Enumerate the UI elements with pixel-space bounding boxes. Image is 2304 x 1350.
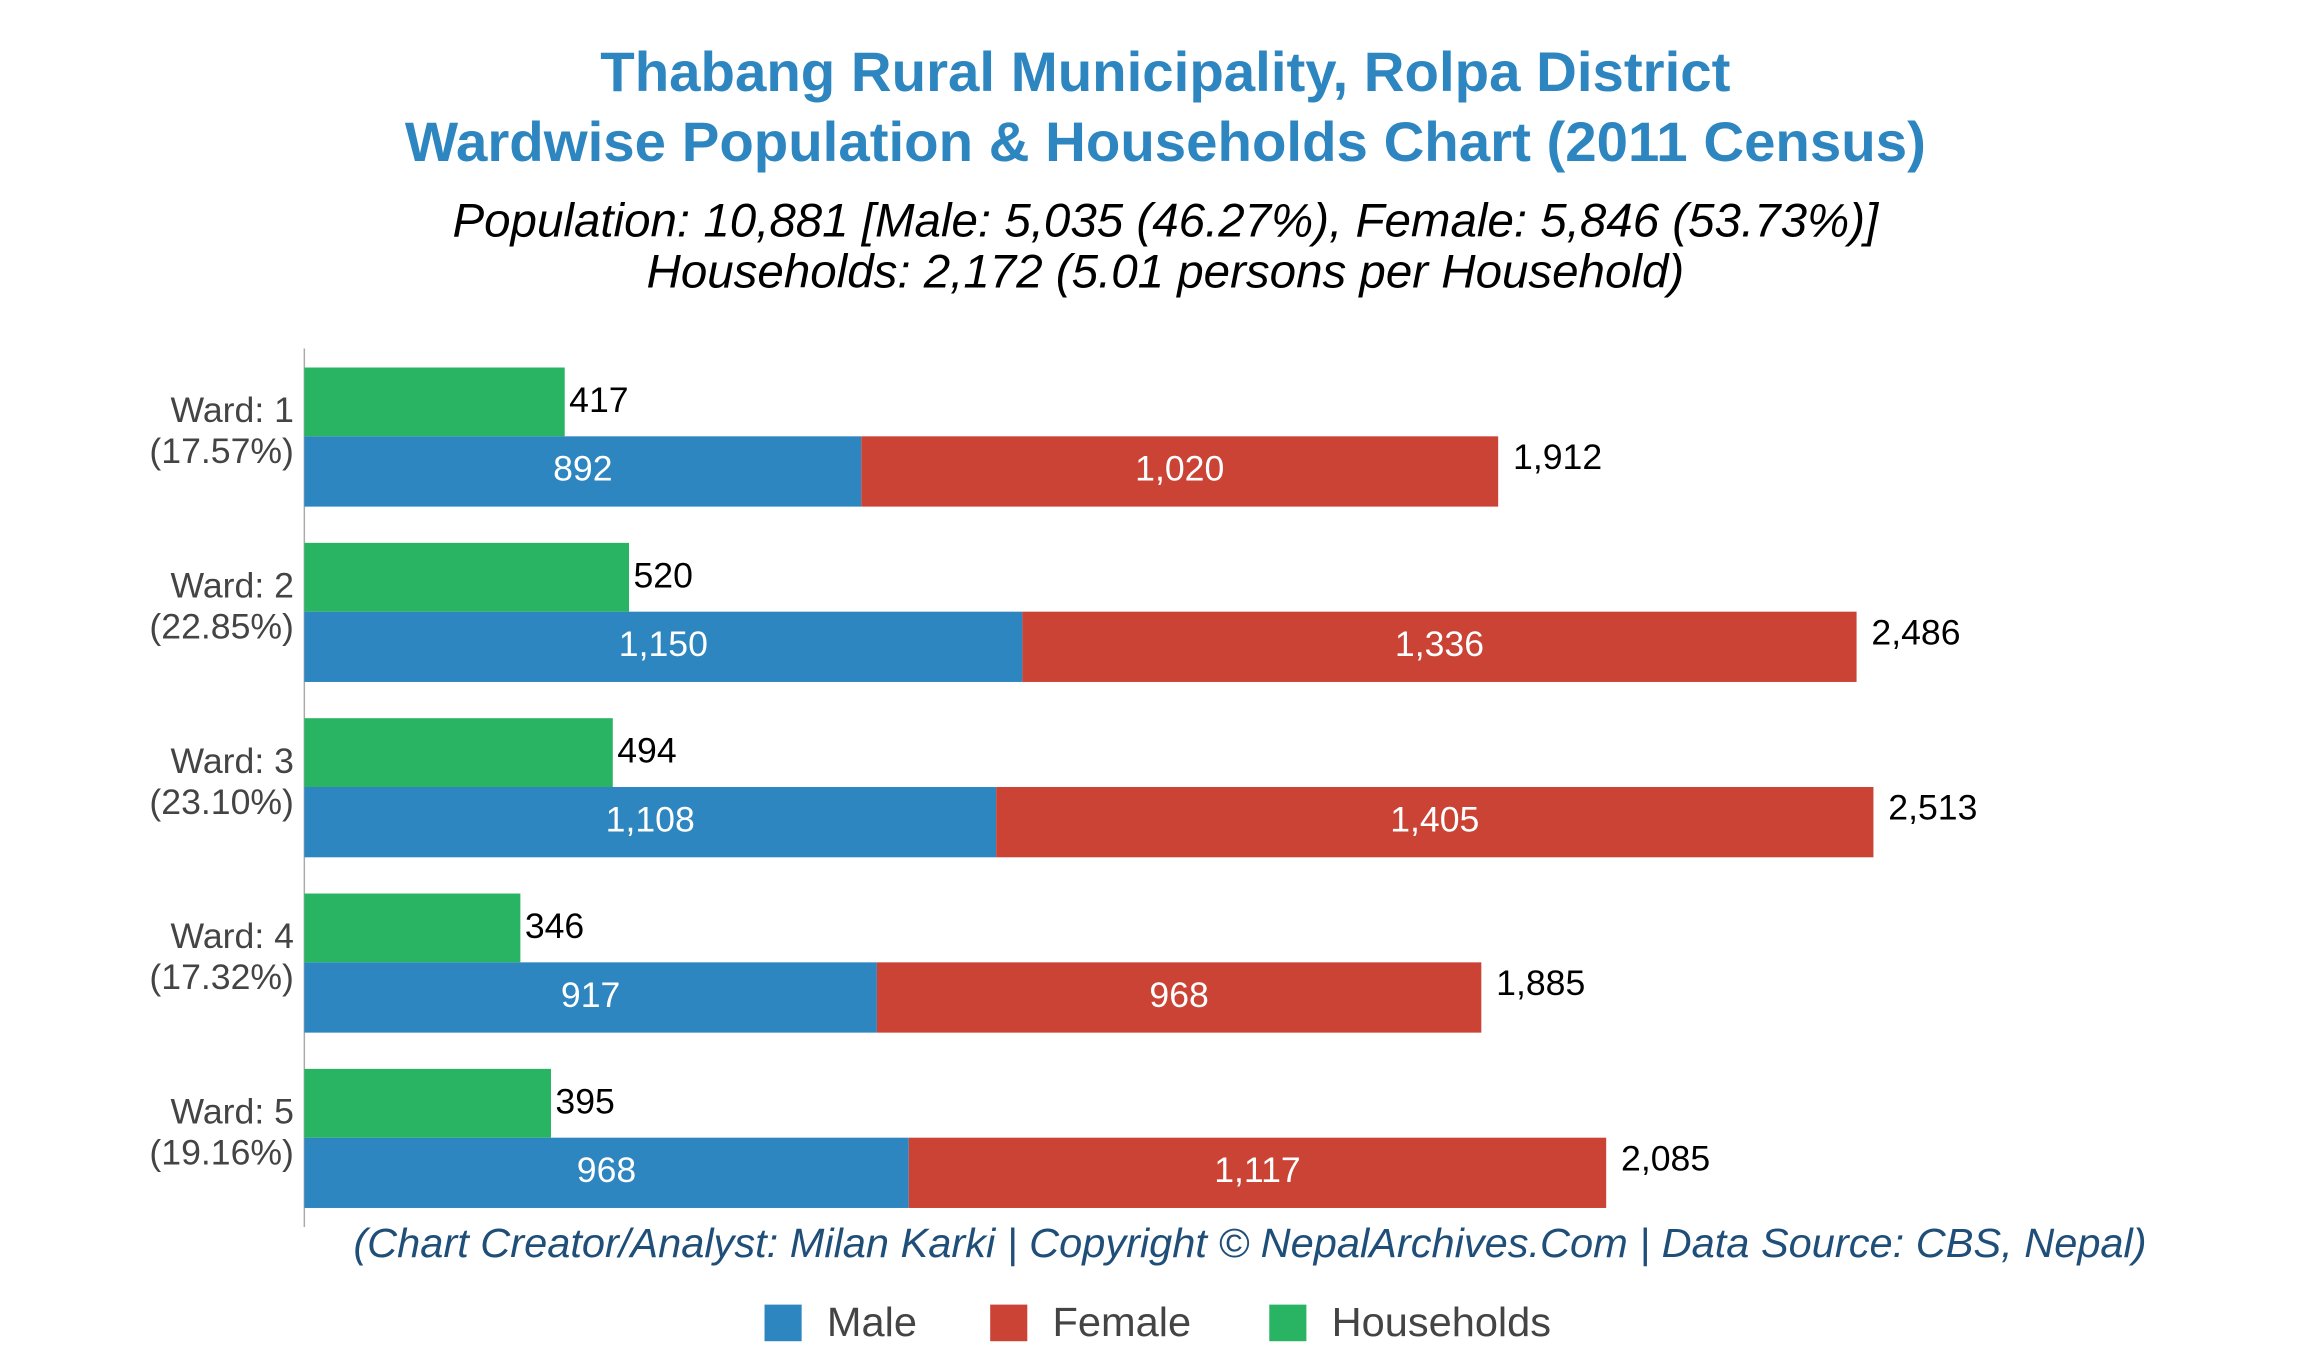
chart-title: Wardwise Population & Households Chart (…: [405, 110, 1926, 173]
y-tick-label: (22.85%): [149, 608, 294, 647]
y-tick-label: (19.16%): [149, 1134, 294, 1173]
total-label: 1,885: [1496, 964, 1585, 1003]
data-label: 917: [561, 976, 620, 1015]
total-label: 1,912: [1513, 438, 1602, 477]
data-label: 892: [553, 450, 612, 489]
footer: (Chart Creator/Analyst: Milan Karki | Co…: [353, 1220, 2146, 1266]
legend-label: Households: [1332, 1299, 1551, 1345]
population-bar: [304, 787, 997, 858]
legend-label: Female: [1053, 1299, 1192, 1345]
y-tick-label: Ward: 5: [171, 1093, 294, 1132]
data-label: 417: [569, 381, 628, 420]
y-tick-label: Ward: 3: [171, 742, 294, 781]
data-label: 1,150: [619, 625, 708, 664]
data-label: 346: [525, 907, 584, 946]
data-label: 968: [577, 1151, 636, 1190]
subtitle: Population: 10,881 [Male: 5,035 (46.27%)…: [452, 194, 1879, 247]
chart-title: Thabang Rural Municipality, Rolpa Distri…: [600, 40, 1730, 103]
data-label: 520: [633, 556, 692, 595]
population-bar: [304, 962, 877, 1033]
y-tick-label: (17.57%): [149, 432, 294, 471]
y-tick-label: Ward: 2: [171, 567, 294, 606]
data-label: 1,405: [1390, 801, 1479, 840]
population-bar: [1022, 611, 1857, 682]
population-bar: [996, 787, 1874, 858]
data-label: 1,117: [1214, 1151, 1300, 1190]
legend-swatch: [990, 1304, 1028, 1342]
y-tick-label: Ward: 4: [171, 917, 294, 956]
data-label: 1,020: [1135, 450, 1224, 489]
population-bar: [304, 1137, 909, 1208]
total-label: 2,513: [1888, 789, 1977, 828]
population-bar: [861, 436, 1499, 507]
total-label: 2,486: [1871, 614, 1960, 653]
population-bar: [304, 436, 862, 507]
data-label: 968: [1149, 976, 1208, 1015]
households-bar: [304, 893, 521, 963]
y-tick-label: Ward: 1: [171, 391, 294, 430]
households-bar: [304, 542, 630, 612]
population-bar: [876, 962, 1482, 1033]
total-label: 2,085: [1621, 1140, 1710, 1179]
population-bar: [908, 1137, 1607, 1208]
data-label: 494: [617, 732, 676, 771]
data-label: 1,336: [1395, 625, 1484, 664]
legend-swatch: [764, 1304, 802, 1342]
subtitle: Households: 2,172 (5.01 persons per Hous…: [647, 245, 1685, 298]
legend-label: Male: [827, 1299, 917, 1345]
data-label: 395: [555, 1083, 614, 1122]
y-tick-label: (23.10%): [149, 783, 294, 822]
y-tick-label: (17.32%): [149, 958, 294, 997]
population-bar: [304, 611, 1023, 682]
households-bar: [304, 718, 613, 788]
households-bar: [304, 367, 565, 437]
households-bar: [304, 1068, 551, 1138]
legend-swatch: [1269, 1304, 1307, 1342]
data-label: 1,108: [606, 801, 695, 840]
